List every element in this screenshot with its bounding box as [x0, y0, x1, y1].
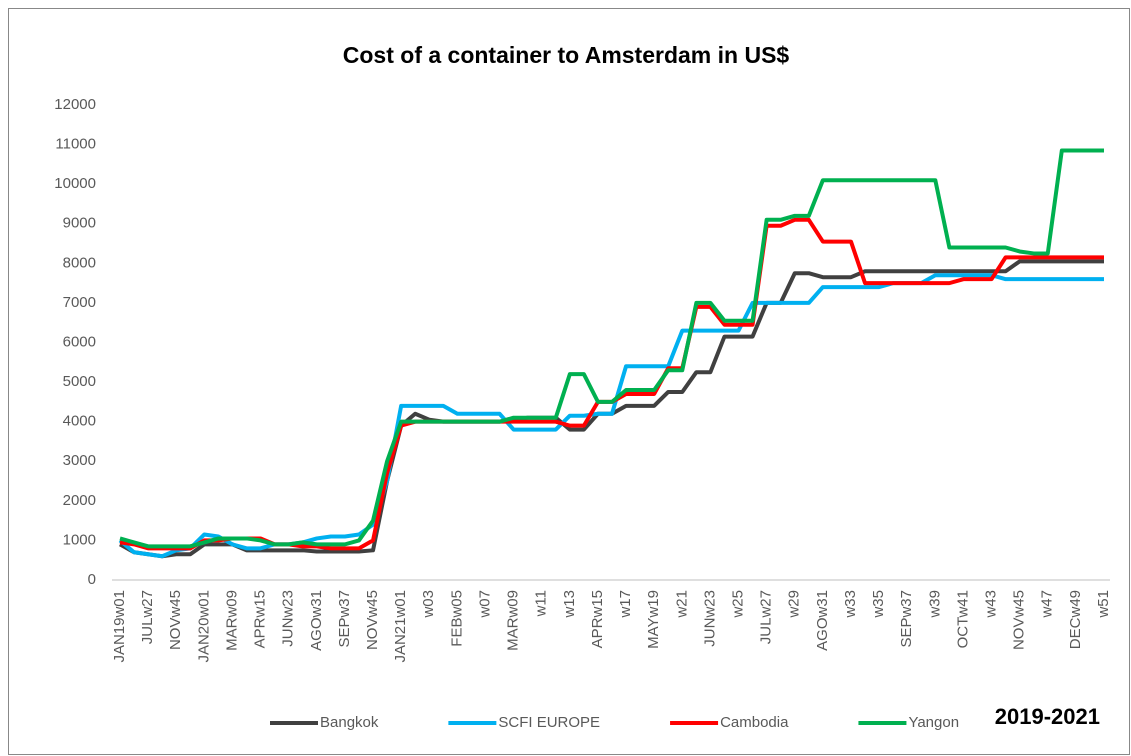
y-tick-label: 10000 [54, 175, 96, 192]
y-tick-label: 2000 [63, 492, 96, 509]
x-tick-label: JULw27 [139, 590, 156, 644]
x-tick-label: w21 [673, 590, 690, 619]
x-tick-label: w47 [1039, 590, 1056, 619]
legend-label: Yangon [908, 714, 959, 731]
x-tick-label: MARw09 [223, 590, 240, 651]
x-tick-label: JULw27 [758, 590, 775, 644]
legend-label: Bangkok [320, 714, 379, 731]
x-tick-label: w13 [561, 590, 578, 619]
x-tick-label: w51 [1095, 590, 1112, 619]
x-tick-label: w35 [870, 590, 887, 619]
x-tick-label: JAN20w01 [195, 590, 212, 663]
x-tick-label: NOVw45 [167, 590, 184, 650]
x-tick-label: NOVw45 [364, 590, 381, 650]
x-tick-label: OCTw41 [954, 590, 971, 648]
y-tick-label: 11000 [55, 136, 96, 153]
x-tick-label: w07 [476, 590, 493, 619]
x-tick-label: JAN21w01 [392, 590, 409, 663]
legend-label: SCFI EUROPE [498, 714, 600, 731]
x-tick-label: w25 [729, 590, 746, 619]
y-tick-label: 7000 [63, 294, 96, 311]
x-tick-label: AGOw31 [308, 590, 325, 651]
chart-title: Cost of a container to Amsterdam in US$ [343, 42, 790, 68]
x-tick-label: JUNw23 [280, 590, 297, 647]
x-tick-label: w17 [617, 590, 634, 619]
y-tick-label: 6000 [63, 333, 96, 350]
legend-label: Cambodia [720, 714, 789, 731]
x-tick-label: w43 [983, 590, 1000, 619]
y-tick-label: 8000 [63, 254, 96, 271]
y-tick-label: 1000 [63, 531, 96, 548]
x-tick-label: w11 [533, 590, 550, 617]
x-tick-label: APRw15 [252, 590, 269, 648]
annotation: 2019-2021 [995, 704, 1100, 729]
y-tick-label: 5000 [63, 373, 96, 390]
x-tick-label: w33 [842, 590, 859, 619]
x-tick-label: MAYw19 [645, 590, 662, 649]
x-tick-label: w39 [926, 590, 943, 619]
x-tick-label: SEPw37 [336, 590, 353, 648]
y-tick-label: 0 [88, 571, 96, 588]
x-tick-label: DECw49 [1067, 590, 1084, 649]
x-tick-label: SEPw37 [898, 590, 915, 648]
series-line [119, 148, 1104, 549]
x-tick-label: w29 [786, 590, 803, 619]
x-tick-label: AGOw31 [814, 590, 831, 651]
y-tick-label: 12000 [54, 96, 96, 113]
y-tick-label: 3000 [63, 452, 96, 469]
x-tick-label: MARw09 [505, 590, 522, 651]
x-tick-label: NOVw45 [1011, 590, 1028, 650]
y-tick-label: 4000 [63, 413, 96, 430]
x-tick-label: FEBw05 [448, 590, 465, 647]
x-tick-label: APRw15 [589, 590, 606, 648]
x-tick-label: w03 [420, 590, 437, 619]
x-tick-label: JUNw23 [701, 590, 718, 647]
x-tick-label: JAN19w01 [111, 590, 128, 663]
y-tick-label: 9000 [63, 215, 96, 232]
